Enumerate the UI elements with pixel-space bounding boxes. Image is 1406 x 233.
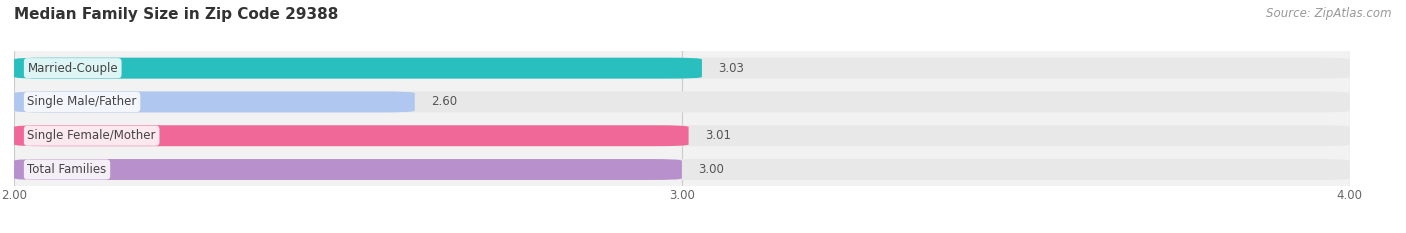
FancyBboxPatch shape (14, 125, 1350, 146)
Text: 3.01: 3.01 (706, 129, 731, 142)
FancyBboxPatch shape (14, 125, 689, 146)
Text: 3.00: 3.00 (699, 163, 724, 176)
Text: 3.03: 3.03 (718, 62, 745, 75)
FancyBboxPatch shape (14, 159, 682, 180)
Text: Median Family Size in Zip Code 29388: Median Family Size in Zip Code 29388 (14, 7, 339, 22)
FancyBboxPatch shape (14, 159, 1350, 180)
FancyBboxPatch shape (14, 92, 415, 112)
FancyBboxPatch shape (14, 92, 1350, 112)
Text: Single Male/Father: Single Male/Father (27, 96, 136, 108)
Text: Source: ZipAtlas.com: Source: ZipAtlas.com (1267, 7, 1392, 20)
Text: Total Families: Total Families (27, 163, 107, 176)
FancyBboxPatch shape (14, 58, 1350, 79)
Text: 2.60: 2.60 (432, 96, 457, 108)
Text: Single Female/Mother: Single Female/Mother (27, 129, 156, 142)
FancyBboxPatch shape (14, 58, 702, 79)
Text: Married-Couple: Married-Couple (27, 62, 118, 75)
